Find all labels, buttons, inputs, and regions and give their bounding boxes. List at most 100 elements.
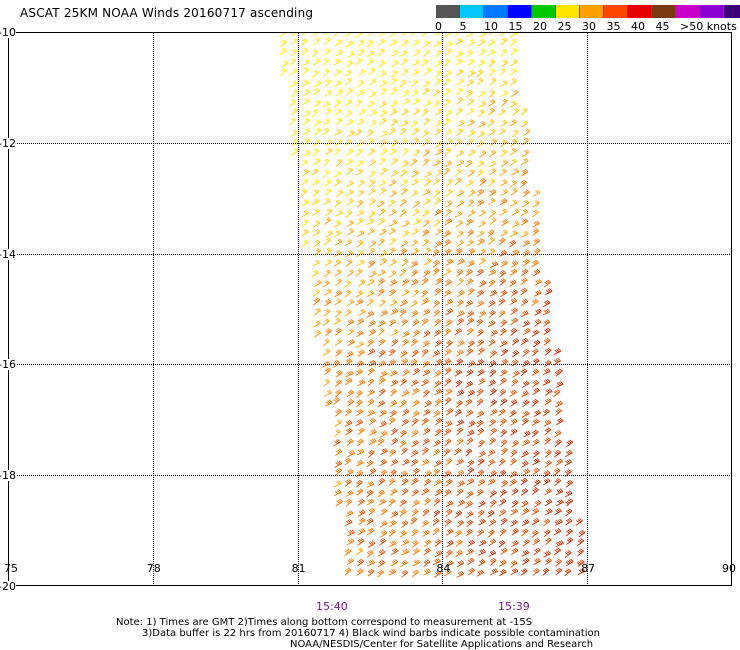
wind-barb — [421, 209, 430, 217]
wind-barb — [355, 168, 364, 176]
wind-barb — [565, 498, 574, 507]
wind-barb — [522, 239, 531, 247]
wind-barb — [435, 277, 443, 285]
wind-barb — [378, 388, 386, 397]
wind-barb — [334, 419, 342, 427]
wind-barb — [457, 480, 465, 488]
wind-barb — [456, 469, 465, 477]
wind-barb — [358, 517, 366, 525]
wind-barb — [466, 239, 474, 247]
wind-barb — [369, 428, 377, 436]
wind-barb — [576, 559, 585, 567]
wind-barb — [433, 189, 441, 198]
wind-barb — [322, 100, 331, 108]
wind-barb — [478, 220, 486, 228]
wind-barb — [499, 270, 506, 278]
wind-barb — [423, 568, 431, 576]
wind-barb — [488, 338, 496, 347]
wind-barb — [522, 399, 530, 408]
wind-barb — [369, 197, 376, 206]
wind-barb — [412, 208, 420, 217]
wind-barb — [389, 237, 397, 246]
wind-barb — [542, 308, 551, 316]
wind-barb — [531, 348, 539, 357]
wind-barb — [489, 369, 497, 378]
wind-barb — [390, 427, 398, 436]
wind-barb — [487, 510, 495, 518]
wind-barb — [410, 79, 418, 87]
wind-barb — [400, 429, 407, 438]
wind-barb — [389, 469, 397, 478]
wind-barb — [500, 89, 509, 97]
wind-barb — [488, 178, 496, 187]
wind-barb — [445, 549, 453, 558]
wind-barb — [400, 178, 408, 187]
wind-barb — [313, 297, 321, 306]
wind-barb — [523, 430, 531, 438]
wind-barb — [432, 448, 441, 456]
wind-barb — [313, 119, 321, 127]
wind-barb — [400, 49, 408, 57]
wind-barb — [477, 478, 486, 487]
wind-barb — [476, 299, 485, 308]
wind-barb — [454, 510, 463, 518]
wind-barb — [476, 169, 484, 177]
wind-barb — [456, 268, 464, 277]
wind-barb — [333, 397, 340, 406]
wind-barb — [390, 458, 399, 467]
wind-barb — [324, 89, 333, 97]
wind-barb — [402, 89, 410, 98]
wind-barb — [476, 230, 485, 238]
wind-barb — [543, 529, 551, 538]
wind-barb — [401, 408, 410, 416]
wind-barb — [312, 188, 320, 197]
wind-barb — [545, 449, 552, 458]
wind-barb — [347, 338, 356, 347]
wind-barb — [369, 119, 377, 127]
wind-barb — [577, 548, 584, 557]
wind-barb — [390, 510, 399, 518]
wind-barb — [389, 108, 398, 116]
wind-barb — [401, 548, 410, 556]
wind-barb — [456, 87, 464, 96]
wind-barb — [476, 339, 485, 347]
wind-barb — [466, 548, 474, 556]
wind-barb — [510, 289, 518, 297]
wind-barb — [312, 259, 321, 267]
wind-barb — [344, 479, 352, 487]
wind-barb — [520, 277, 528, 285]
wind-barb — [454, 447, 462, 456]
wind-barb — [478, 548, 486, 556]
wind-barb — [444, 420, 453, 428]
wind-barb — [488, 549, 497, 557]
wind-barb — [467, 557, 475, 566]
wind-barb — [377, 319, 386, 328]
wind-barb — [445, 48, 452, 57]
wind-barb — [499, 249, 508, 257]
wind-barb — [389, 189, 397, 198]
wind-barb — [324, 399, 333, 407]
wind-barb — [511, 168, 520, 176]
wind-barb — [465, 268, 473, 277]
wind-barb — [477, 458, 485, 466]
wind-barb — [344, 309, 352, 317]
wind-barb — [412, 108, 421, 116]
wind-barb — [511, 337, 520, 346]
wind-barb — [477, 427, 485, 436]
wind-barb — [313, 320, 321, 328]
wind-barb — [357, 189, 365, 198]
wind-barb — [421, 130, 430, 138]
colorbar-swatch — [532, 5, 556, 18]
wind-barb — [379, 228, 387, 236]
wind-barb — [444, 367, 452, 376]
wind-barb — [347, 129, 355, 138]
wind-barb — [401, 569, 409, 578]
wind-barb — [435, 417, 443, 426]
wind-barb — [487, 458, 496, 467]
wind-barb — [423, 478, 432, 487]
wind-barb — [489, 188, 497, 197]
wind-barb — [300, 38, 308, 46]
wind-barb — [322, 338, 330, 347]
wind-barb — [511, 89, 519, 98]
wind-barb — [498, 108, 506, 116]
